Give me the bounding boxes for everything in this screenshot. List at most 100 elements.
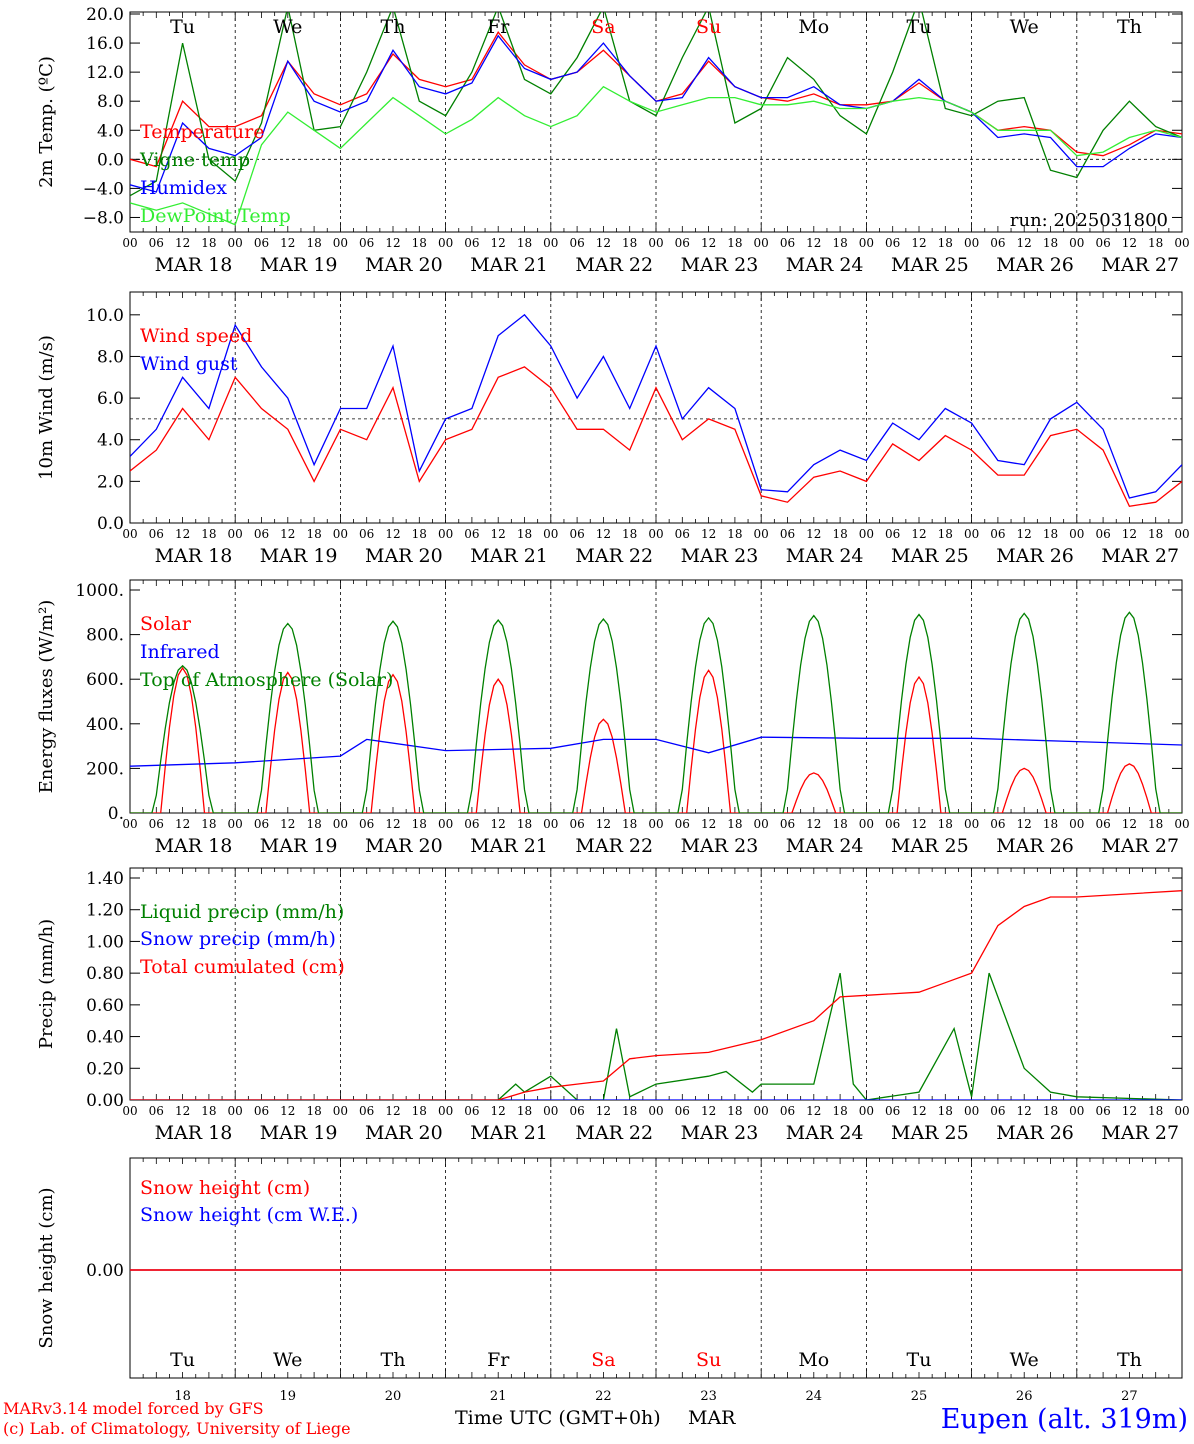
hour-label: 00: [859, 236, 874, 250]
date-label: MAR 19: [260, 835, 338, 857]
series-line-total-cumulated-cm-: [130, 890, 1182, 1100]
legend-entry: Wind speed: [140, 325, 252, 347]
legend-entry: Vigne temp: [139, 149, 250, 171]
hour-label: 00: [754, 1104, 769, 1118]
series-line-dewpoint-temp: [130, 85, 1182, 226]
panel-precip: 1.40 1.20 1.00 0.80 0.60 0.40 0.20 0.00 Precip (…: [36, 867, 1190, 1144]
hour-label: 12: [280, 527, 295, 541]
series-line-wind-speed: [130, 366, 1182, 508]
legend-entry: Wind gust: [140, 353, 238, 375]
hour-label: 06: [464, 236, 479, 250]
hour-label: 12: [596, 1104, 611, 1118]
hour-label: 12: [280, 817, 295, 831]
panel-temp: 20.0 16.0 12.0 8.0 4.0 0.0 −4.0 −8.0 2m Temp. (º…: [36, 5, 1190, 276]
day-name-label: Su: [696, 1349, 721, 1371]
y-tick-label: 0.0: [97, 514, 124, 534]
hour-label: 00: [964, 527, 979, 541]
hour-label: 12: [596, 817, 611, 831]
date-label: MAR 19: [260, 545, 338, 567]
hour-label: 00: [122, 236, 137, 250]
legend-entry: Solar: [140, 613, 192, 635]
day-name-label: Tu: [170, 1349, 195, 1371]
legend-entry: Top of Atmosphere (Solar): [140, 669, 393, 691]
hour-label: 18: [1043, 236, 1058, 250]
hour-label: 18: [517, 527, 532, 541]
y-tick-label: 4.0: [97, 121, 124, 141]
hour-label: 18: [727, 1104, 742, 1118]
hour-label: 18: [727, 527, 742, 541]
hour-label: 18: [201, 527, 216, 541]
day-number-label: 19: [280, 1389, 297, 1404]
hour-label: 18: [938, 1104, 953, 1118]
hour-label: 18: [412, 1104, 427, 1118]
hour-label: 00: [438, 817, 453, 831]
date-label: MAR 24: [786, 254, 864, 276]
day-number-label: 21: [490, 1389, 507, 1404]
legend-entry: Snow precip (mm/h): [140, 928, 336, 950]
hour-label: 06: [464, 527, 479, 541]
hour-label: 06: [359, 527, 374, 541]
hour-label: 18: [517, 236, 532, 250]
hour-label: 12: [1122, 1104, 1137, 1118]
hour-label: 06: [149, 236, 164, 250]
day-name-label: Mo: [798, 1349, 829, 1371]
day-name-label: Fr: [487, 1349, 510, 1371]
hour-label: 00: [859, 527, 874, 541]
hour-label: 18: [622, 1104, 637, 1118]
series-line-solar: [130, 666, 1182, 813]
hour-label: 12: [911, 817, 926, 831]
day-name-label: Fr: [487, 16, 510, 38]
hour-label: 06: [569, 1104, 584, 1118]
day-number-label: 25: [911, 1389, 928, 1404]
legend-entry: Total cumulated (cm): [140, 956, 345, 978]
date-label: MAR 20: [365, 835, 443, 857]
hour-label: 18: [1148, 1104, 1163, 1118]
hour-label: 12: [1017, 1104, 1032, 1118]
legend-entry: Snow height (cm W.E.): [140, 1204, 358, 1226]
y-axis-label: Snow height (cm): [36, 1187, 57, 1348]
day-name-label: Th: [381, 16, 406, 38]
date-label: MAR 22: [575, 254, 653, 276]
day-name-label: Tu: [907, 16, 932, 38]
y-tick-label: 16.0: [86, 34, 124, 54]
hour-label: 12: [175, 817, 190, 831]
hour-label: 00: [648, 236, 663, 250]
date-label: MAR 22: [575, 835, 653, 857]
y-tick-label: −4.0: [83, 179, 124, 199]
date-label: MAR 27: [1101, 545, 1179, 567]
hour-label: 18: [517, 1104, 532, 1118]
series-line-top-of-atmosphere-solar-: [130, 611, 1182, 813]
hour-label: 00: [228, 817, 243, 831]
y-tick-label: 12.0: [86, 63, 124, 83]
day-name-label: We: [273, 16, 302, 38]
hour-label: 06: [675, 527, 690, 541]
lab-credit: (c) Lab. of Climatology, University of L…: [3, 1419, 351, 1438]
hour-label: 06: [1095, 236, 1110, 250]
series-group: [130, 611, 1182, 813]
y-tick-label: 2.0: [97, 472, 124, 492]
hour-label: 12: [596, 236, 611, 250]
hour-label: 00: [754, 527, 769, 541]
hour-label: 00: [648, 817, 663, 831]
date-label: MAR 26: [996, 835, 1074, 857]
y-tick-label: 8.0: [97, 347, 124, 367]
hour-label: 18: [517, 817, 532, 831]
date-label: MAR 19: [260, 254, 338, 276]
hour-label: 12: [385, 1104, 400, 1118]
hour-label: 12: [701, 1104, 716, 1118]
hour-label: 18: [412, 236, 427, 250]
hour-label: 06: [254, 817, 269, 831]
hour-label: 18: [622, 527, 637, 541]
hour-label: 00: [438, 527, 453, 541]
hour-label: 06: [675, 817, 690, 831]
hour-label: 12: [911, 527, 926, 541]
hour-label: 06: [569, 527, 584, 541]
series-line-infrared: [130, 736, 1182, 767]
hour-label: 12: [491, 527, 506, 541]
y-tick-label: 0.: [108, 804, 124, 824]
day-name-label: Mo: [798, 16, 829, 38]
hour-label: 18: [1148, 236, 1163, 250]
hour-label: 00: [1069, 236, 1084, 250]
date-label: MAR 20: [365, 1122, 443, 1144]
